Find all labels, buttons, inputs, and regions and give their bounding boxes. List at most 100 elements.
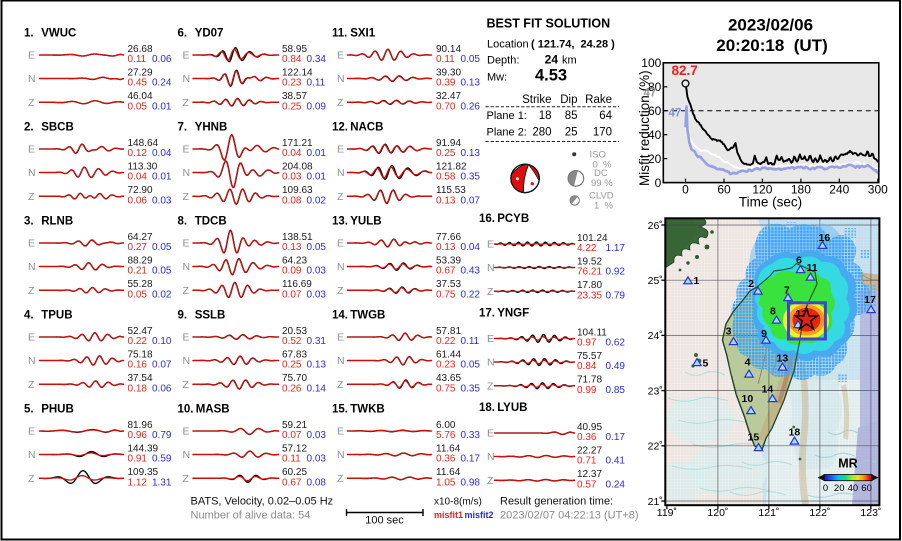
svg-text:0.03: 0.03 bbox=[152, 195, 172, 206]
svg-text:N: N bbox=[487, 262, 495, 274]
svg-text:Depth:: Depth: bbox=[487, 55, 519, 67]
svg-text:15.: 15. bbox=[332, 404, 348, 416]
svg-text:7: 7 bbox=[784, 285, 790, 297]
svg-text:N: N bbox=[337, 449, 345, 461]
svg-text:YNGF: YNGF bbox=[497, 308, 529, 320]
svg-text:0.13: 0.13 bbox=[282, 242, 302, 253]
svg-text:91.94: 91.94 bbox=[436, 138, 461, 149]
svg-text:171.21: 171.21 bbox=[282, 138, 313, 149]
svg-text:82.7: 82.7 bbox=[672, 63, 698, 78]
svg-text:4.: 4. bbox=[24, 310, 34, 322]
svg-text:1.05: 1.05 bbox=[436, 477, 456, 488]
svg-text:11.64: 11.64 bbox=[436, 467, 461, 478]
svg-text:90.14: 90.14 bbox=[436, 44, 461, 55]
svg-text:40: 40 bbox=[848, 483, 859, 494]
svg-text:0.59: 0.59 bbox=[152, 454, 172, 465]
svg-text:88.29: 88.29 bbox=[128, 255, 153, 266]
svg-text:Misfit reduction (%): Misfit reduction (%) bbox=[637, 70, 652, 186]
svg-text:x10-8(m/s): x10-8(m/s) bbox=[434, 497, 482, 508]
svg-text:0.31: 0.31 bbox=[307, 336, 327, 347]
svg-text:0.57: 0.57 bbox=[577, 479, 597, 490]
svg-text:DC: DC bbox=[594, 168, 608, 179]
svg-text:E: E bbox=[337, 426, 344, 438]
svg-text:0.84: 0.84 bbox=[577, 361, 597, 372]
svg-text:85: 85 bbox=[565, 110, 578, 122]
svg-text:5.76: 5.76 bbox=[436, 430, 456, 441]
svg-text:0.05: 0.05 bbox=[152, 266, 172, 277]
svg-text:0.23: 0.23 bbox=[436, 360, 456, 371]
svg-text:0.70: 0.70 bbox=[436, 101, 456, 112]
svg-text:SXI1: SXI1 bbox=[350, 28, 376, 40]
svg-text:Z: Z bbox=[487, 475, 494, 487]
svg-text:Z: Z bbox=[337, 379, 344, 391]
svg-text:YULB: YULB bbox=[350, 216, 381, 228]
svg-text:7.: 7. bbox=[178, 122, 188, 134]
svg-text:0.24: 0.24 bbox=[606, 479, 626, 490]
svg-text:BATS, Velocity, 0.02–0.05 Hz: BATS, Velocity, 0.02–0.05 Hz bbox=[191, 496, 334, 508]
svg-text:122.14: 122.14 bbox=[282, 67, 313, 78]
svg-text:TPUB: TPUB bbox=[41, 310, 72, 322]
svg-text:0.26: 0.26 bbox=[282, 383, 302, 394]
svg-text:0.12: 0.12 bbox=[128, 148, 148, 159]
svg-text:MASB: MASB bbox=[196, 404, 230, 416]
svg-text:Z: Z bbox=[28, 191, 35, 203]
svg-text:BEST FIT SOLUTION: BEST FIT SOLUTION bbox=[487, 17, 611, 31]
svg-text:E: E bbox=[487, 428, 494, 440]
svg-text:60.25: 60.25 bbox=[282, 467, 307, 478]
svg-text:E: E bbox=[337, 50, 344, 62]
svg-text:0.26: 0.26 bbox=[461, 101, 481, 112]
svg-text:37.54: 37.54 bbox=[128, 373, 153, 384]
svg-text:N: N bbox=[28, 261, 36, 273]
svg-text:TDCB: TDCB bbox=[195, 216, 227, 228]
svg-text:YHNB: YHNB bbox=[195, 122, 228, 134]
svg-text:E: E bbox=[28, 144, 35, 156]
svg-text:0.67: 0.67 bbox=[436, 266, 456, 277]
svg-text:123˚: 123˚ bbox=[860, 507, 881, 519]
svg-text:VWUC: VWUC bbox=[41, 28, 76, 40]
svg-text:0.99: 0.99 bbox=[577, 385, 597, 396]
svg-text:170: 170 bbox=[593, 127, 612, 139]
svg-text:0.96: 0.96 bbox=[128, 430, 148, 441]
svg-text:16.: 16. bbox=[479, 213, 495, 225]
svg-text:N: N bbox=[28, 167, 36, 179]
svg-text:Z: Z bbox=[337, 285, 344, 297]
svg-text:0.05: 0.05 bbox=[307, 242, 327, 253]
svg-text:26˚: 26˚ bbox=[648, 220, 663, 232]
svg-text:Number of alive data: 54: Number of alive data: 54 bbox=[191, 510, 311, 522]
svg-text:0.04: 0.04 bbox=[461, 242, 481, 253]
svg-text:Z: Z bbox=[28, 97, 35, 109]
svg-text:0.03: 0.03 bbox=[307, 454, 327, 465]
svg-text:N: N bbox=[183, 261, 191, 273]
svg-text:Z: Z bbox=[337, 191, 344, 203]
svg-text:E: E bbox=[337, 238, 344, 250]
svg-text:Z: Z bbox=[183, 285, 190, 297]
svg-text:23.35: 23.35 bbox=[577, 290, 602, 301]
svg-text:0.03: 0.03 bbox=[307, 430, 327, 441]
svg-text:57.12: 57.12 bbox=[282, 443, 307, 454]
svg-text:99 %: 99 % bbox=[591, 178, 613, 189]
svg-text:E: E bbox=[487, 239, 494, 251]
svg-text:0.05: 0.05 bbox=[152, 242, 172, 253]
svg-text:SBCB: SBCB bbox=[41, 122, 74, 134]
svg-text:0.11: 0.11 bbox=[436, 54, 455, 65]
svg-text:0.03: 0.03 bbox=[307, 266, 327, 277]
svg-text:E: E bbox=[183, 144, 190, 156]
svg-text:64.27: 64.27 bbox=[128, 232, 153, 243]
svg-text:km: km bbox=[562, 55, 577, 67]
svg-text:20: 20 bbox=[834, 483, 845, 494]
svg-text:1.: 1. bbox=[24, 28, 34, 40]
svg-text:18: 18 bbox=[789, 427, 801, 439]
svg-text:3: 3 bbox=[726, 326, 732, 338]
svg-text:0.07: 0.07 bbox=[461, 195, 481, 206]
svg-text:Z: Z bbox=[487, 286, 494, 298]
svg-text:E: E bbox=[28, 50, 35, 62]
svg-text:20: 20 bbox=[648, 152, 662, 166]
svg-text:0.34: 0.34 bbox=[307, 54, 327, 65]
svg-text:0.97: 0.97 bbox=[577, 338, 597, 349]
svg-text:32.47: 32.47 bbox=[436, 91, 461, 102]
svg-text:76.21: 76.21 bbox=[577, 267, 602, 278]
svg-text:121.82: 121.82 bbox=[436, 161, 467, 172]
svg-text:0 %: 0 % bbox=[593, 159, 613, 170]
svg-text:148.64: 148.64 bbox=[128, 138, 159, 149]
svg-text:Location: Location bbox=[487, 38, 529, 50]
